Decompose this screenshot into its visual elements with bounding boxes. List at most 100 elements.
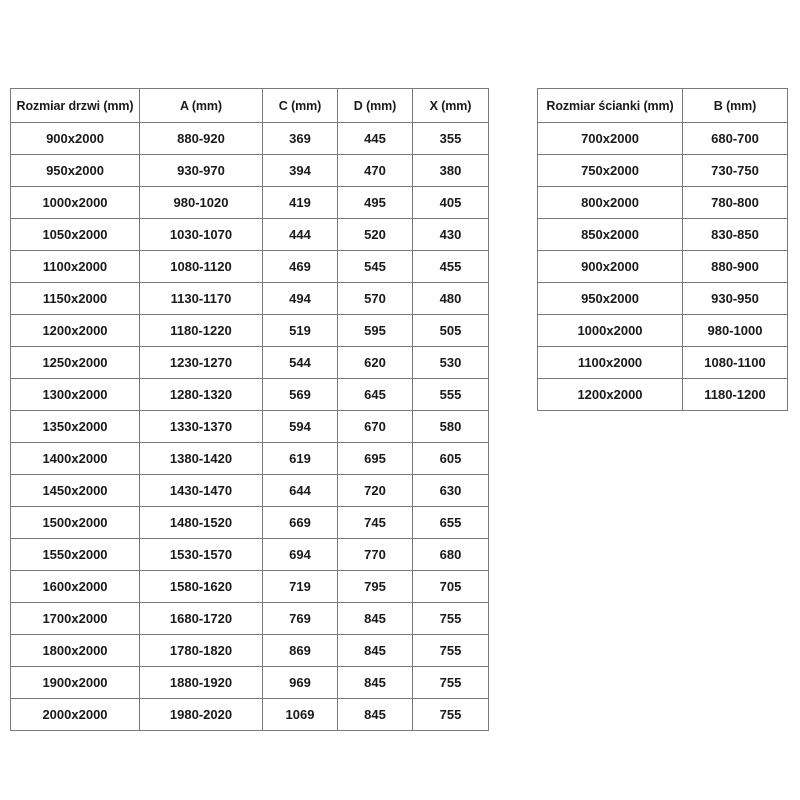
table-row: 1050x2000 1030-1070 444 520 430	[10, 218, 489, 251]
cell-d: 495	[337, 186, 413, 219]
cell-x: 530	[412, 346, 489, 379]
cell-a: 1230-1270	[139, 346, 263, 379]
cell-d: 445	[337, 122, 413, 155]
column-header-x: X (mm)	[412, 88, 489, 123]
table-row: 1200x2000 1180-1200	[537, 378, 788, 411]
cell-door-size: 900x2000	[10, 122, 140, 155]
cell-a: 1330-1370	[139, 410, 263, 443]
cell-c: 469	[262, 250, 338, 283]
cell-c: 669	[262, 506, 338, 539]
cell-c: 1069	[262, 698, 338, 731]
cell-x: 605	[412, 442, 489, 475]
cell-a: 1530-1570	[139, 538, 263, 571]
cell-c: 644	[262, 474, 338, 507]
cell-a: 1480-1520	[139, 506, 263, 539]
cell-a: 1680-1720	[139, 602, 263, 635]
table-row: 1450x2000 1430-1470 644 720 630	[10, 474, 489, 507]
cell-d: 470	[337, 154, 413, 187]
cell-a: 1180-1220	[139, 314, 263, 347]
cell-c: 444	[262, 218, 338, 251]
cell-a: 880-920	[139, 122, 263, 155]
cell-d: 845	[337, 666, 413, 699]
table-row: 1000x2000 980-1020 419 495 405	[10, 186, 489, 219]
cell-x: 755	[412, 698, 489, 731]
cell-a: 1980-2020	[139, 698, 263, 731]
cell-b: 980-1000	[682, 314, 788, 347]
column-header-a: A (mm)	[139, 88, 263, 123]
cell-door-size: 1000x2000	[10, 186, 140, 219]
column-header-b: B (mm)	[682, 88, 788, 123]
table-row: 1150x2000 1130-1170 494 570 480	[10, 282, 489, 315]
column-header-wall-size: Rozmiar ścianki (mm)	[537, 88, 683, 123]
cell-d: 570	[337, 282, 413, 315]
cell-door-size: 1700x2000	[10, 602, 140, 635]
cell-x: 355	[412, 122, 489, 155]
cell-a: 930-970	[139, 154, 263, 187]
cell-d: 545	[337, 250, 413, 283]
cell-door-size: 1400x2000	[10, 442, 140, 475]
cell-d: 695	[337, 442, 413, 475]
column-header-door-size: Rozmiar drzwi (mm)	[10, 88, 140, 123]
cell-c: 594	[262, 410, 338, 443]
table-row: 800x2000 780-800	[537, 186, 788, 219]
cell-c: 369	[262, 122, 338, 155]
table-row: 900x2000 880-900	[537, 250, 788, 283]
cell-c: 969	[262, 666, 338, 699]
table-row: 1700x2000 1680-1720 769 845 755	[10, 602, 489, 635]
cell-c: 694	[262, 538, 338, 571]
cell-x: 655	[412, 506, 489, 539]
cell-door-size: 1500x2000	[10, 506, 140, 539]
cell-a: 1280-1320	[139, 378, 263, 411]
cell-door-size: 1350x2000	[10, 410, 140, 443]
cell-a: 1780-1820	[139, 634, 263, 667]
cell-a: 1580-1620	[139, 570, 263, 603]
cell-b: 930-950	[682, 282, 788, 315]
table-row: 700x2000 680-700	[537, 122, 788, 155]
cell-door-size: 1050x2000	[10, 218, 140, 251]
cell-d: 845	[337, 602, 413, 635]
cell-wall-size: 1000x2000	[537, 314, 683, 347]
cell-c: 569	[262, 378, 338, 411]
cell-wall-size: 750x2000	[537, 154, 683, 187]
cell-c: 619	[262, 442, 338, 475]
cell-b: 880-900	[682, 250, 788, 283]
cell-a: 1080-1120	[139, 250, 263, 283]
table-row: 1100x2000 1080-1100	[537, 346, 788, 379]
cell-b: 1180-1200	[682, 378, 788, 411]
cell-d: 845	[337, 698, 413, 731]
cell-x: 455	[412, 250, 489, 283]
cell-d: 795	[337, 570, 413, 603]
table-row: 1900x2000 1880-1920 969 845 755	[10, 666, 489, 699]
cell-c: 869	[262, 634, 338, 667]
cell-wall-size: 900x2000	[537, 250, 683, 283]
cell-door-size: 1250x2000	[10, 346, 140, 379]
table-row: 1500x2000 1480-1520 669 745 655	[10, 506, 489, 539]
cell-door-size: 1550x2000	[10, 538, 140, 571]
cell-a: 1130-1170	[139, 282, 263, 315]
cell-d: 845	[337, 634, 413, 667]
cell-x: 405	[412, 186, 489, 219]
cell-a: 1430-1470	[139, 474, 263, 507]
column-header-c: C (mm)	[262, 88, 338, 123]
cell-x: 630	[412, 474, 489, 507]
cell-x: 755	[412, 602, 489, 635]
table-row: 900x2000 880-920 369 445 355	[10, 122, 489, 155]
cell-c: 394	[262, 154, 338, 187]
cell-door-size: 1200x2000	[10, 314, 140, 347]
cell-x: 430	[412, 218, 489, 251]
table-row: 1250x2000 1230-1270 544 620 530	[10, 346, 489, 379]
table-row: 850x2000 830-850	[537, 218, 788, 251]
cell-door-size: 1300x2000	[10, 378, 140, 411]
cell-b: 1080-1100	[682, 346, 788, 379]
cell-wall-size: 950x2000	[537, 282, 683, 315]
cell-x: 380	[412, 154, 489, 187]
cell-c: 419	[262, 186, 338, 219]
cell-x: 580	[412, 410, 489, 443]
table-row: 950x2000 930-950	[537, 282, 788, 315]
cell-wall-size: 850x2000	[537, 218, 683, 251]
cell-a: 980-1020	[139, 186, 263, 219]
cell-a: 1030-1070	[139, 218, 263, 251]
table-row: 1400x2000 1380-1420 619 695 605	[10, 442, 489, 475]
cell-b: 730-750	[682, 154, 788, 187]
